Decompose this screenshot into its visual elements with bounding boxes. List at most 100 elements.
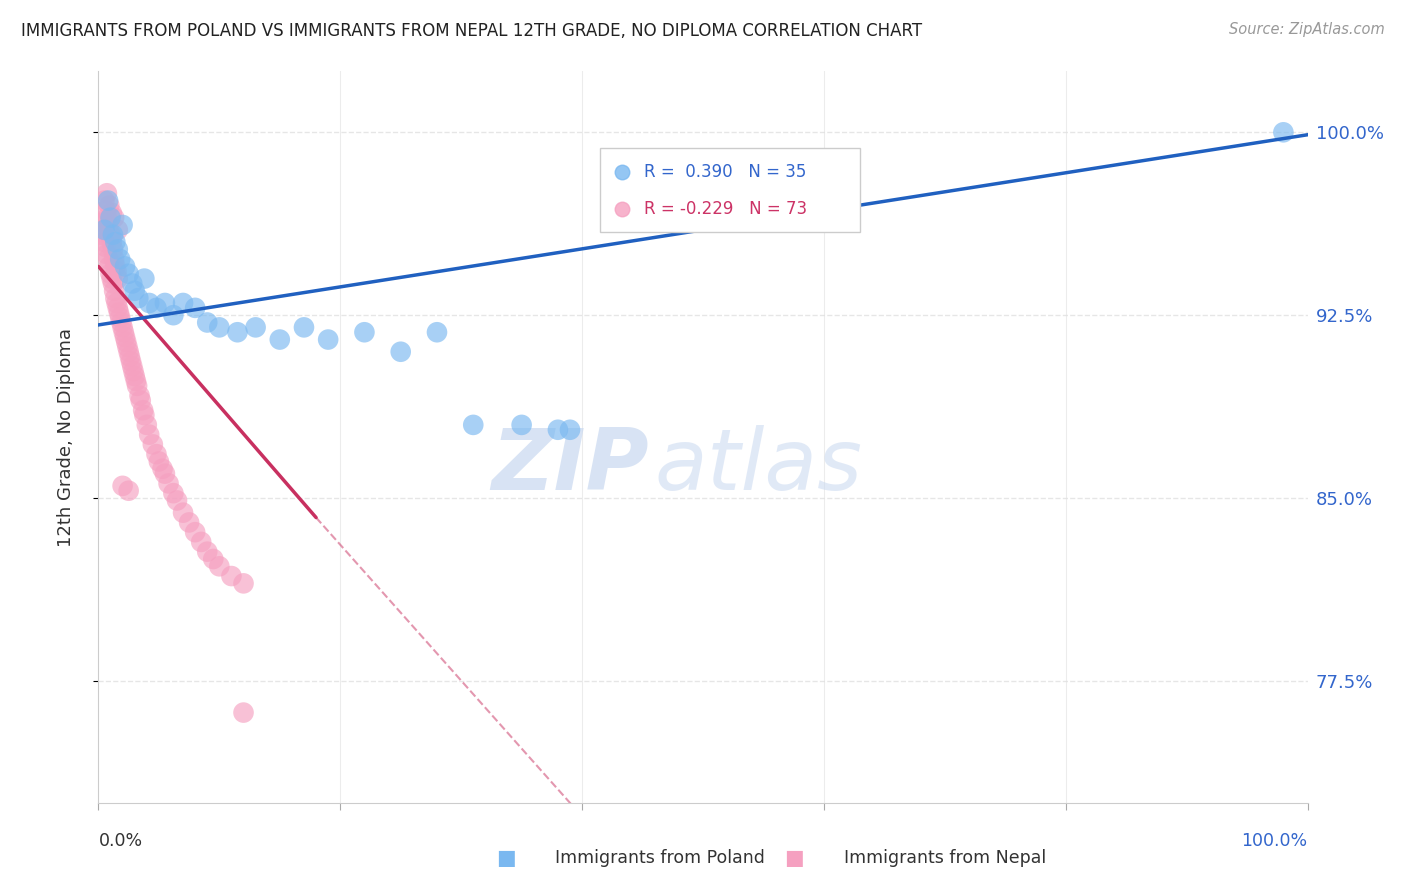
Point xyxy=(145,447,167,461)
Point xyxy=(111,320,134,334)
Point xyxy=(118,483,141,498)
Point xyxy=(91,215,114,229)
Point xyxy=(101,227,124,242)
Point xyxy=(101,277,124,291)
Point xyxy=(179,516,201,530)
Text: 0.0%: 0.0% xyxy=(98,832,142,850)
Point xyxy=(120,354,142,368)
Text: Source: ZipAtlas.com: Source: ZipAtlas.com xyxy=(1229,22,1385,37)
Point xyxy=(100,206,122,220)
Point xyxy=(96,211,118,225)
Point xyxy=(127,379,149,393)
Point xyxy=(97,218,120,232)
Text: ■: ■ xyxy=(785,848,804,868)
Point xyxy=(128,389,150,403)
Point xyxy=(134,408,156,422)
Point xyxy=(208,320,231,334)
Point xyxy=(166,493,188,508)
Point xyxy=(114,260,136,274)
Point xyxy=(110,316,132,330)
Point xyxy=(107,271,129,285)
Point xyxy=(107,301,129,315)
Point xyxy=(157,476,180,491)
Point xyxy=(153,296,176,310)
Point xyxy=(610,459,633,474)
Point xyxy=(94,240,117,254)
Point xyxy=(162,308,184,322)
Point xyxy=(101,243,124,257)
Point xyxy=(117,340,139,354)
Point xyxy=(202,552,225,566)
Point xyxy=(292,320,315,334)
Point xyxy=(115,334,138,349)
Y-axis label: 12th Grade, No Diploma: 12th Grade, No Diploma xyxy=(56,327,75,547)
Point xyxy=(316,333,339,347)
Point xyxy=(208,559,231,574)
Point xyxy=(118,350,141,364)
Point xyxy=(108,310,131,325)
Point xyxy=(510,417,533,432)
Point xyxy=(172,506,194,520)
Point xyxy=(107,223,129,237)
Point xyxy=(190,535,212,549)
Point xyxy=(195,544,218,558)
Point xyxy=(90,227,112,242)
Point xyxy=(426,325,449,339)
Point xyxy=(145,301,167,315)
Point xyxy=(93,194,115,208)
Point xyxy=(124,284,146,298)
Point xyxy=(98,198,121,212)
Text: ZIP: ZIP xyxy=(491,425,648,508)
Point xyxy=(184,525,207,540)
Text: Immigrants from Poland: Immigrants from Poland xyxy=(555,849,765,867)
Point xyxy=(134,271,156,285)
Point xyxy=(121,277,143,291)
Point xyxy=(463,417,485,432)
Point xyxy=(96,247,118,261)
Point xyxy=(135,417,157,432)
Point xyxy=(232,706,254,720)
Point xyxy=(221,569,243,583)
Point xyxy=(103,284,125,298)
FancyBboxPatch shape xyxy=(600,148,860,232)
Point xyxy=(93,223,115,237)
Point xyxy=(111,218,134,232)
Point xyxy=(153,467,176,481)
Point xyxy=(125,374,148,388)
Point xyxy=(195,316,218,330)
Point xyxy=(108,306,131,320)
Point xyxy=(97,252,120,266)
Point xyxy=(100,227,122,242)
Point xyxy=(132,403,155,417)
Point xyxy=(232,576,254,591)
Text: R = -0.229   N = 73: R = -0.229 N = 73 xyxy=(644,200,807,218)
Point xyxy=(98,260,121,274)
Point xyxy=(108,252,131,266)
Point xyxy=(138,427,160,442)
Point xyxy=(124,369,146,384)
Point xyxy=(121,359,143,374)
Point xyxy=(148,454,170,468)
Point xyxy=(100,271,122,285)
Point xyxy=(1272,125,1295,139)
Point xyxy=(353,325,375,339)
Point xyxy=(226,325,249,339)
Point xyxy=(152,462,174,476)
Point xyxy=(245,320,267,334)
Point xyxy=(94,203,117,218)
Point xyxy=(97,194,120,208)
Point xyxy=(111,479,134,493)
Point xyxy=(547,423,569,437)
Point xyxy=(104,235,127,249)
Point xyxy=(138,296,160,310)
Point xyxy=(610,583,633,598)
Point xyxy=(104,291,127,305)
Point xyxy=(142,437,165,451)
Point xyxy=(96,186,118,201)
Point xyxy=(172,296,194,310)
Point xyxy=(100,267,122,281)
Point xyxy=(103,211,125,225)
Text: Immigrants from Nepal: Immigrants from Nepal xyxy=(844,849,1046,867)
Point xyxy=(91,223,114,237)
Point xyxy=(112,325,135,339)
